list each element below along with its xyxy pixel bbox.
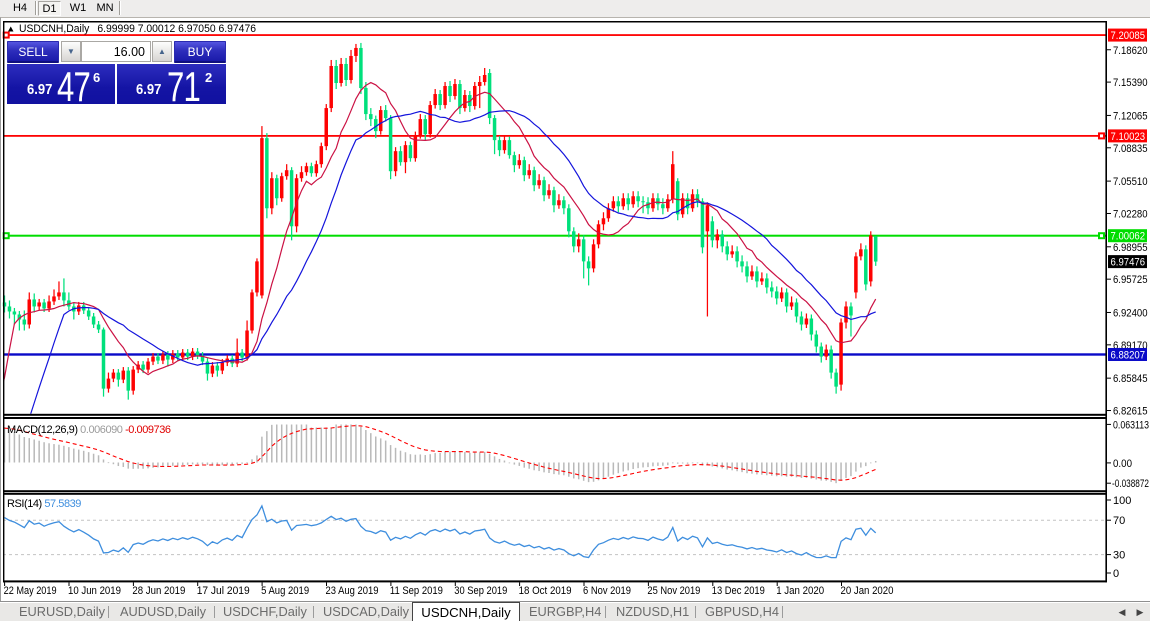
- svg-text:6.88207: 6.88207: [1111, 349, 1146, 361]
- svg-text:7.18620: 7.18620: [1113, 45, 1148, 57]
- svg-text:6.92400: 6.92400: [1113, 307, 1148, 319]
- svg-text:0.063113: 0.063113: [1113, 419, 1149, 431]
- svg-text:5 Aug 2019: 5 Aug 2019: [261, 585, 309, 597]
- svg-text:18 Oct 2019: 18 Oct 2019: [519, 585, 572, 597]
- svg-text:6.97476: 6.97476: [1111, 257, 1146, 269]
- svg-text:70: 70: [1113, 515, 1125, 527]
- svg-text:6.85845: 6.85845: [1113, 373, 1148, 385]
- svg-text:6.95725: 6.95725: [1113, 274, 1148, 286]
- svg-text:23 Aug 2019: 23 Aug 2019: [326, 585, 379, 597]
- svg-text:6.98955: 6.98955: [1113, 242, 1148, 254]
- svg-text:7.12065: 7.12065: [1113, 110, 1148, 122]
- svg-text:100: 100: [1113, 495, 1131, 507]
- svg-text:7.08835: 7.08835: [1113, 143, 1148, 155]
- svg-text:USDCNH,Daily 6.99999 7.00012: USDCNH,Daily 6.99999 7.00012 6.97050 6.9…: [19, 23, 256, 35]
- svg-text:-0.038872: -0.038872: [1112, 478, 1149, 490]
- svg-text:0.00: 0.00: [1113, 458, 1132, 470]
- svg-text:0: 0: [1113, 568, 1119, 580]
- svg-text:7.20085: 7.20085: [1111, 30, 1146, 42]
- svg-text:MACD(12,26,9) 0.006090 -0.0097: MACD(12,26,9) 0.006090 -0.009736: [7, 424, 171, 436]
- svg-text:7.15390: 7.15390: [1113, 77, 1148, 89]
- svg-text:6.82615: 6.82615: [1113, 406, 1148, 418]
- svg-text:11 Sep 2019: 11 Sep 2019: [390, 585, 443, 597]
- svg-text:30: 30: [1113, 550, 1125, 562]
- svg-text:20 Jan 2020: 20 Jan 2020: [841, 585, 894, 597]
- svg-text:25 Nov 2019: 25 Nov 2019: [647, 585, 700, 597]
- svg-text:22 May 2019: 22 May 2019: [4, 585, 57, 597]
- svg-text:10 Jun 2019: 10 Jun 2019: [68, 585, 121, 597]
- svg-text:RSI(14) 57.5839: RSI(14) 57.5839: [7, 498, 81, 510]
- svg-text:7.10023: 7.10023: [1111, 131, 1146, 143]
- svg-text:17 Jul 2019: 17 Jul 2019: [197, 585, 250, 597]
- svg-text:1 Jan 2020: 1 Jan 2020: [776, 585, 824, 597]
- svg-text:7.00062: 7.00062: [1111, 231, 1146, 243]
- svg-text:6 Nov 2019: 6 Nov 2019: [583, 585, 631, 597]
- svg-text:7.05510: 7.05510: [1113, 176, 1148, 188]
- svg-text:13 Dec 2019: 13 Dec 2019: [712, 585, 765, 597]
- svg-text:30 Sep 2019: 30 Sep 2019: [454, 585, 507, 597]
- svg-text:28 Jun 2019: 28 Jun 2019: [132, 585, 185, 597]
- svg-text:7.02280: 7.02280: [1113, 208, 1148, 220]
